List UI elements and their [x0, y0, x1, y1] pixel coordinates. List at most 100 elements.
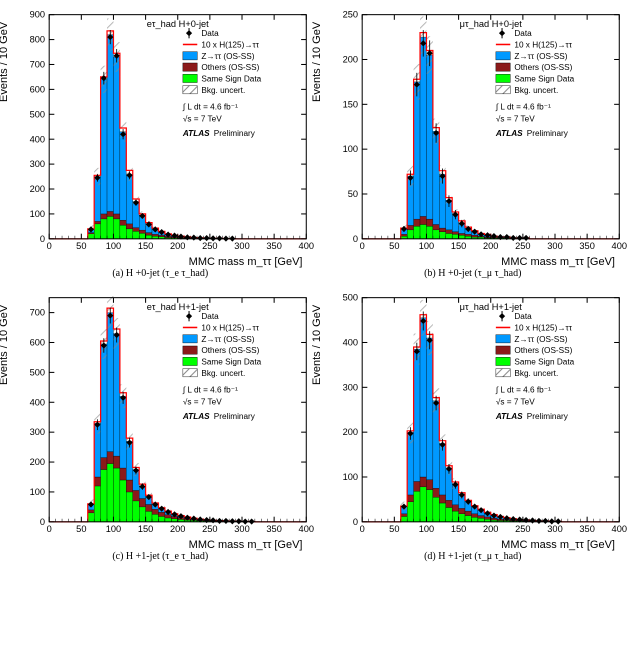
svg-text:∫ L dt = 4.6 fb⁻¹: ∫ L dt = 4.6 fb⁻¹	[182, 102, 238, 111]
svg-text:Data: Data	[514, 312, 532, 321]
svg-text:∫ L dt = 4.6 fb⁻¹: ∫ L dt = 4.6 fb⁻¹	[494, 385, 550, 394]
svg-text:400: 400	[611, 524, 626, 534]
svg-text:√s = 7 TeV: √s = 7 TeV	[183, 398, 222, 407]
svg-text:0: 0	[359, 241, 364, 251]
svg-text:Data: Data	[201, 312, 219, 321]
svg-text:√s = 7 TeV: √s = 7 TeV	[495, 115, 534, 124]
ylabel: Events / 10 GeV	[0, 22, 10, 102]
svg-text:10 x H(125)→ττ: 10 x H(125)→ττ	[201, 41, 259, 50]
svg-text:eτ_had H+1-jet: eτ_had H+1-jet	[147, 302, 209, 312]
svg-text:Bkg. uncert.: Bkg. uncert.	[514, 86, 558, 95]
svg-text:200: 200	[342, 55, 357, 65]
svg-text:100: 100	[342, 472, 357, 482]
svg-text:250: 250	[202, 524, 217, 534]
svg-text:600: 600	[30, 84, 45, 94]
svg-text:800: 800	[30, 35, 45, 45]
xlabel: MMC mass m_ττ [GeV]	[189, 256, 303, 268]
svg-text:Same Sign Data: Same Sign Data	[201, 74, 261, 83]
svg-text:0: 0	[352, 517, 357, 527]
svg-text:300: 300	[342, 382, 357, 392]
plot-c: 0501001502002503003504000100200300400500…	[6, 289, 315, 549]
svg-text:400: 400	[299, 524, 314, 534]
caption-d: (d) H +1-jet (τ_μ τ_had)	[319, 551, 628, 562]
svg-text:0: 0	[47, 241, 52, 251]
caption-c: (c) H +1-jet (τ_e τ_had)	[6, 551, 315, 562]
svg-text:200: 200	[170, 241, 185, 251]
svg-text:eτ_had H+0-jet: eτ_had H+0-jet	[147, 19, 209, 29]
ylabel: Events / 10 GeV	[0, 305, 10, 385]
svg-text:100: 100	[342, 144, 357, 154]
svg-text:100: 100	[30, 209, 45, 219]
svg-text:Z→ττ (OS-SS): Z→ττ (OS-SS)	[201, 335, 254, 344]
svg-text:100: 100	[106, 241, 121, 251]
svg-text:200: 200	[483, 524, 498, 534]
svg-text:150: 150	[138, 241, 153, 251]
svg-text:ATLASPreliminary: ATLASPreliminary	[182, 412, 256, 421]
svg-text:200: 200	[30, 184, 45, 194]
svg-text:ATLASPreliminary: ATLASPreliminary	[494, 129, 568, 138]
svg-text:150: 150	[342, 99, 357, 109]
svg-text:Others (OS-SS): Others (OS-SS)	[201, 346, 259, 355]
svg-text:ATLASPreliminary: ATLASPreliminary	[182, 129, 256, 138]
svg-text:150: 150	[450, 241, 465, 251]
svg-text:Same Sign Data: Same Sign Data	[514, 357, 574, 366]
svg-text:0: 0	[40, 234, 45, 244]
svg-text:300: 300	[30, 159, 45, 169]
svg-text:700: 700	[30, 308, 45, 318]
plot-d: 0501001502002503003504000100200300400500…	[319, 289, 628, 549]
svg-text:Data: Data	[514, 29, 532, 38]
ylabel: Events / 10 GeV	[311, 305, 323, 385]
svg-text:400: 400	[30, 397, 45, 407]
svg-text:600: 600	[30, 338, 45, 348]
svg-text:Others (OS-SS): Others (OS-SS)	[201, 63, 259, 72]
svg-text:10 x H(125)→ττ: 10 x H(125)→ττ	[201, 324, 259, 333]
svg-text:Others (OS-SS): Others (OS-SS)	[514, 346, 572, 355]
svg-text:μτ_had H+0-jet: μτ_had H+0-jet	[459, 19, 522, 29]
svg-text:Same Sign Data: Same Sign Data	[514, 74, 574, 83]
svg-text:100: 100	[106, 524, 121, 534]
svg-text:10 x H(125)→ττ: 10 x H(125)→ττ	[514, 41, 572, 50]
svg-text:100: 100	[30, 487, 45, 497]
svg-text:50: 50	[76, 241, 86, 251]
svg-text:Others (OS-SS): Others (OS-SS)	[514, 63, 572, 72]
svg-text:500: 500	[30, 367, 45, 377]
svg-text:350: 350	[266, 524, 281, 534]
svg-text:50: 50	[389, 241, 399, 251]
svg-text:900: 900	[30, 10, 45, 20]
svg-text:50: 50	[389, 524, 399, 534]
svg-text:√s = 7 TeV: √s = 7 TeV	[495, 398, 534, 407]
plot-b: 050100150200250300350400050100150200250μ…	[319, 6, 628, 266]
svg-text:μτ_had H+1-jet: μτ_had H+1-jet	[459, 302, 522, 312]
svg-text:400: 400	[299, 241, 314, 251]
svg-text:0: 0	[359, 524, 364, 534]
svg-text:200: 200	[170, 524, 185, 534]
svg-text:0: 0	[40, 517, 45, 527]
svg-text:300: 300	[547, 524, 562, 534]
svg-text:250: 250	[202, 241, 217, 251]
svg-text:10 x H(125)→ττ: 10 x H(125)→ττ	[514, 324, 572, 333]
svg-text:200: 200	[342, 427, 357, 437]
ylabel: Events / 10 GeV	[311, 22, 323, 102]
xlabel: MMC mass m_ττ [GeV]	[189, 539, 303, 551]
svg-text:350: 350	[579, 241, 594, 251]
panel-c: 0501001502002503003504000100200300400500…	[6, 289, 315, 568]
svg-text:250: 250	[515, 524, 530, 534]
svg-text:Bkg. uncert.: Bkg. uncert.	[201, 86, 245, 95]
svg-text:400: 400	[611, 241, 626, 251]
figure-grid: 0501001502002503003504000100200300400500…	[0, 0, 633, 574]
svg-text:500: 500	[30, 109, 45, 119]
xlabel: MMC mass m_ττ [GeV]	[501, 539, 615, 551]
caption-b: (b) H +0-jet (τ_μ τ_had)	[319, 268, 628, 279]
svg-text:300: 300	[547, 241, 562, 251]
svg-text:Z→ττ (OS-SS): Z→ττ (OS-SS)	[514, 52, 567, 61]
svg-text:100: 100	[418, 524, 433, 534]
svg-text:50: 50	[76, 524, 86, 534]
panel-b: 050100150200250300350400050100150200250μ…	[319, 6, 628, 285]
svg-text:350: 350	[579, 524, 594, 534]
svg-text:100: 100	[418, 241, 433, 251]
svg-text:Bkg. uncert.: Bkg. uncert.	[514, 369, 558, 378]
svg-text:∫ L dt = 4.6 fb⁻¹: ∫ L dt = 4.6 fb⁻¹	[182, 385, 238, 394]
svg-text:300: 300	[234, 524, 249, 534]
svg-text:∫ L dt = 4.6 fb⁻¹: ∫ L dt = 4.6 fb⁻¹	[494, 102, 550, 111]
svg-text:150: 150	[138, 524, 153, 534]
